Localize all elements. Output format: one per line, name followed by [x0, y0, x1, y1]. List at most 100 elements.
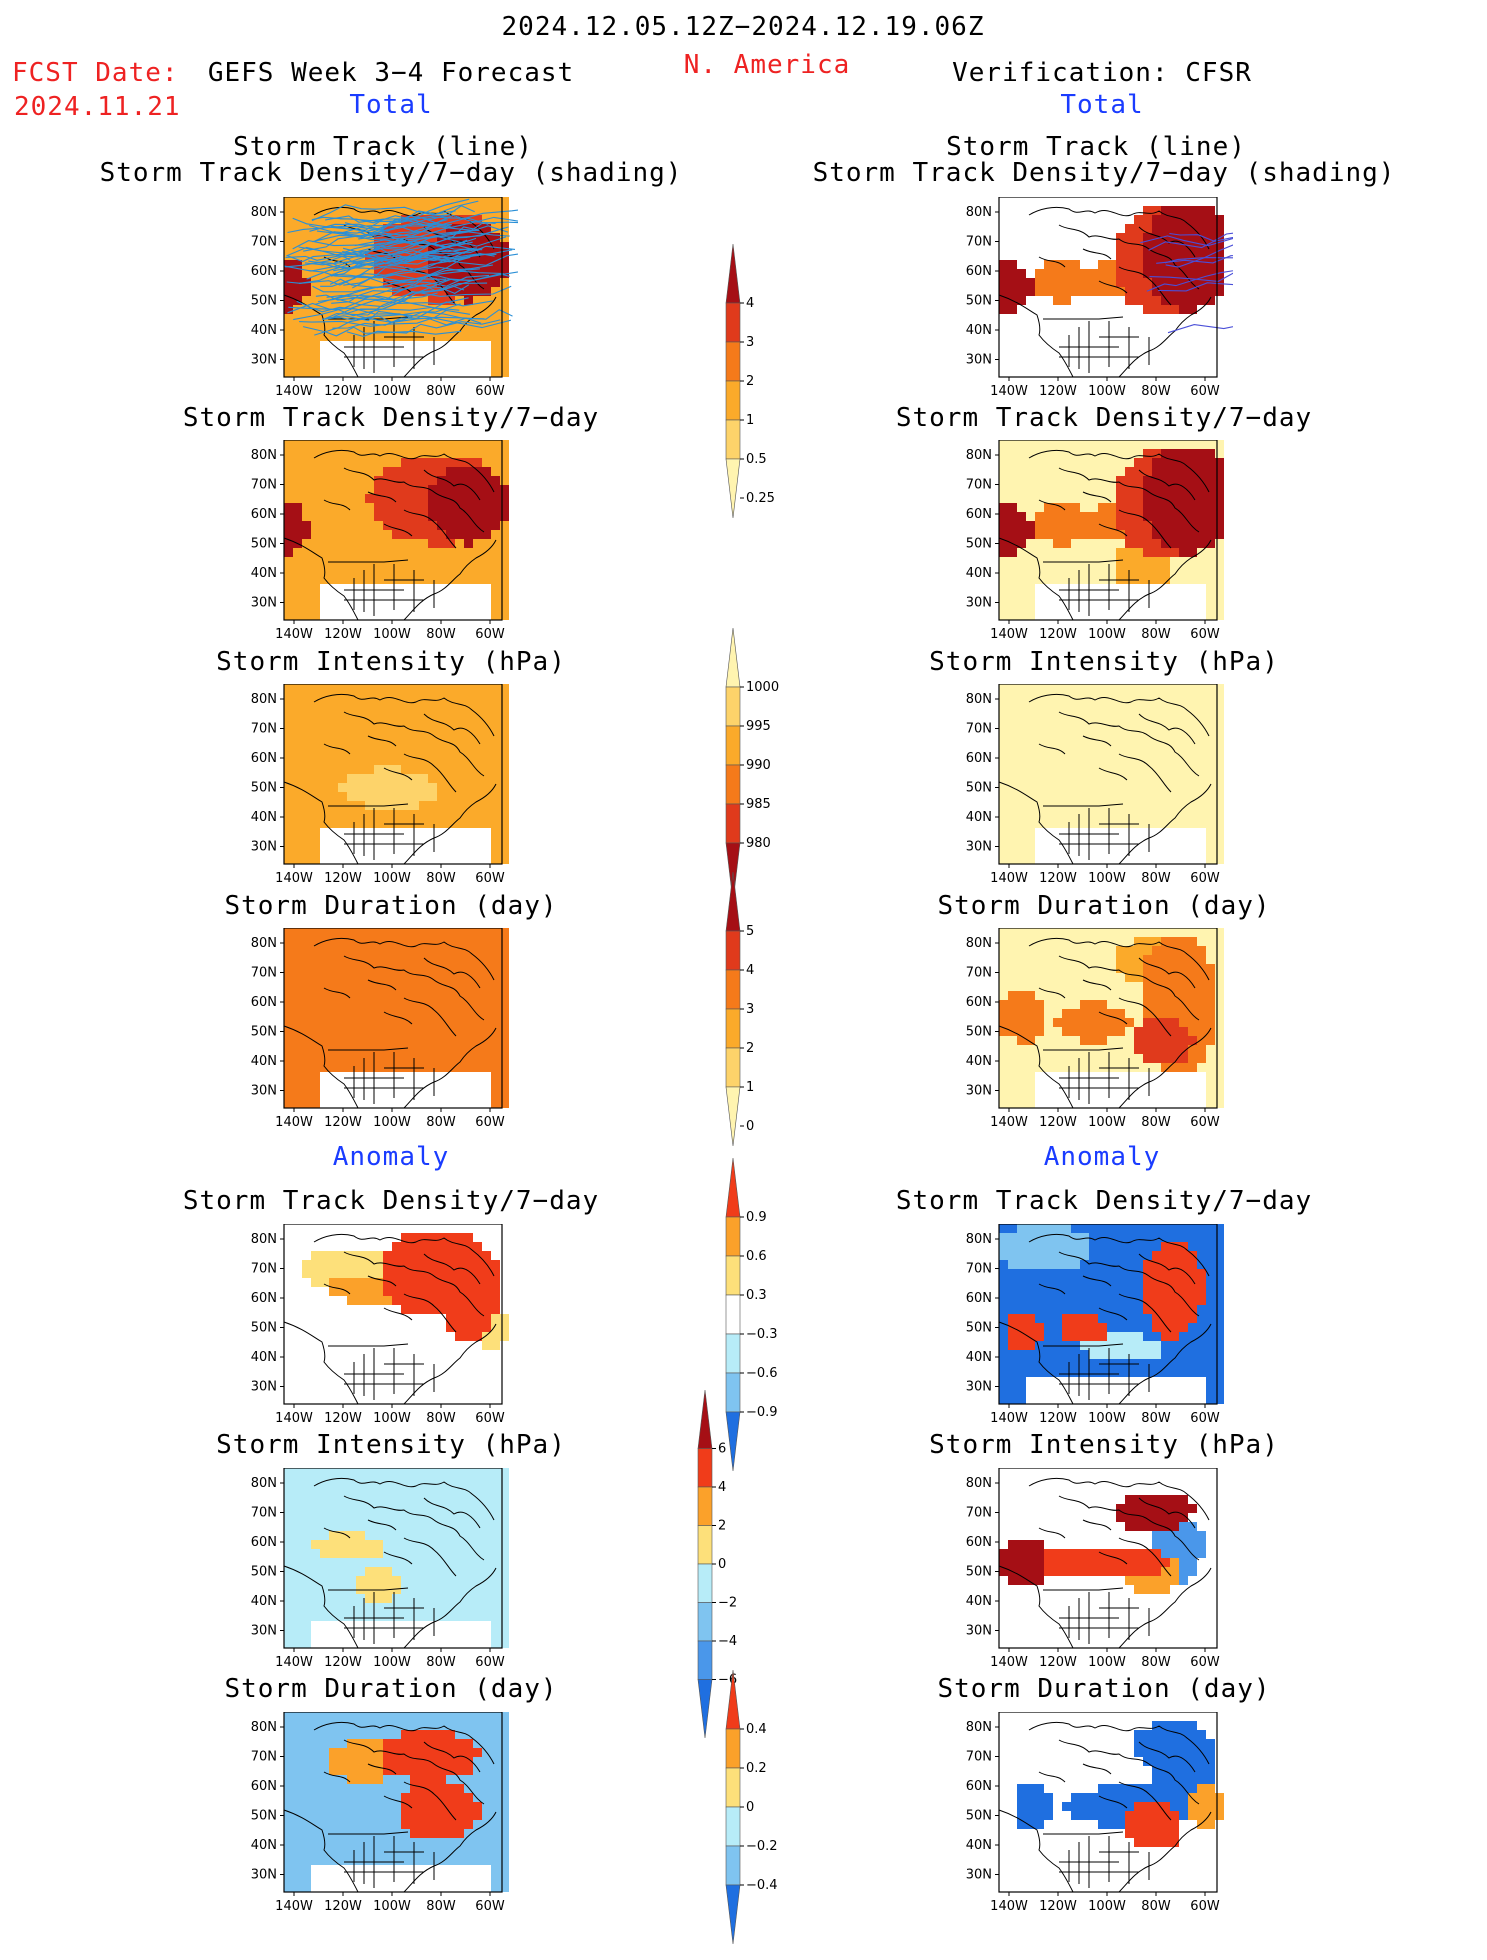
field-cell [437, 314, 446, 323]
field-cell [437, 440, 446, 449]
field-cell [1134, 512, 1143, 521]
field-cell [1125, 1224, 1134, 1233]
field-cell [284, 1296, 293, 1305]
field-cell [284, 197, 293, 206]
field-cell [284, 1305, 293, 1314]
field-cell [302, 1323, 311, 1332]
field-cell [401, 1540, 410, 1549]
field-cell [1152, 575, 1161, 584]
field-cell [464, 1558, 473, 1567]
field-cell [482, 1531, 491, 1540]
field-cell [311, 611, 320, 620]
field-cell [1026, 711, 1035, 720]
field-cell [1035, 1009, 1044, 1018]
field-cell [1053, 702, 1062, 711]
field-cell [500, 467, 509, 476]
field-cell [1017, 1395, 1026, 1404]
field-cell [347, 720, 356, 729]
field-cell [446, 747, 455, 756]
field-cell [1215, 819, 1224, 828]
field-cell [365, 982, 374, 991]
field-cell [437, 1603, 446, 1612]
field-cell [473, 1486, 482, 1495]
field-cell [1026, 1036, 1035, 1045]
field-cell [482, 1027, 491, 1036]
field-cell [1206, 1224, 1215, 1233]
field-cell [401, 1009, 410, 1018]
field-cell [1053, 1063, 1062, 1072]
field-cell [419, 1495, 428, 1504]
field-cell [302, 1567, 311, 1576]
field-cell [446, 702, 455, 711]
field-cell [347, 946, 356, 955]
field-cell [356, 711, 365, 720]
field-cell [1026, 485, 1035, 494]
field-cell [491, 928, 500, 937]
field-cell [356, 1540, 365, 1549]
field-cell [1089, 575, 1098, 584]
field-cell [1026, 973, 1035, 982]
field-cell [428, 1296, 437, 1305]
field-cell [410, 774, 419, 783]
field-cell [284, 846, 293, 855]
field-cell [1098, 810, 1107, 819]
field-cell [446, 1036, 455, 1045]
field-cell [410, 296, 419, 305]
field-cell [419, 964, 428, 973]
field-cell [383, 1522, 392, 1531]
field-cell [392, 1368, 401, 1377]
field-cell [482, 1233, 491, 1242]
field-cell [1188, 1305, 1197, 1314]
field-cell [1062, 982, 1071, 991]
field-cell [1044, 1260, 1053, 1269]
field-cell [1035, 792, 1044, 801]
field-cell [338, 1558, 347, 1567]
field-cell [1125, 503, 1134, 512]
field-cell [1152, 548, 1161, 557]
map-frame [998, 196, 1218, 378]
field-cell [374, 458, 383, 467]
field-cell [428, 476, 437, 485]
field-cell [428, 711, 437, 720]
field-cell [1071, 946, 1080, 955]
field-cell [1215, 1305, 1224, 1314]
field-cell [455, 1350, 464, 1359]
field-cell [1179, 964, 1188, 973]
lat-label: 30N [966, 840, 992, 855]
field-cell [311, 1486, 320, 1495]
field-cell [437, 747, 446, 756]
field-cell [428, 937, 437, 946]
field-cell [1008, 1296, 1017, 1305]
field-cell [1107, 1045, 1116, 1054]
field-cell [1188, 991, 1197, 1000]
field-cell [302, 359, 311, 368]
field-cell [1071, 1036, 1080, 1045]
field-cell [356, 810, 365, 819]
field-cell [374, 973, 383, 982]
field-cell [1116, 485, 1125, 494]
field-cell [1179, 1522, 1188, 1531]
field-cell [1206, 1018, 1215, 1027]
field-cell [446, 810, 455, 819]
field-cell [1134, 765, 1143, 774]
field-cell [383, 1350, 392, 1359]
field-cell [365, 1567, 374, 1576]
map-intensity-right: 80N 70N 60N 50N 40N 30N 140W 120W 100W 80W 60W [955, 683, 1233, 894]
field-cell [302, 1359, 311, 1368]
field-cell [401, 566, 410, 575]
field-cell [1152, 684, 1161, 693]
field-cell [410, 801, 419, 810]
field-cell [419, 1296, 428, 1305]
storm-track-line [331, 282, 488, 304]
field-cell [1107, 1314, 1116, 1323]
field-cell [428, 1513, 437, 1522]
field-cell [365, 323, 374, 332]
field-cell [347, 224, 356, 233]
field-cell [473, 539, 482, 548]
field-cell [293, 801, 302, 810]
field-cell [1188, 819, 1197, 828]
field-cell [1134, 982, 1143, 991]
field-cell [329, 1332, 338, 1341]
field-cell [1134, 973, 1143, 982]
